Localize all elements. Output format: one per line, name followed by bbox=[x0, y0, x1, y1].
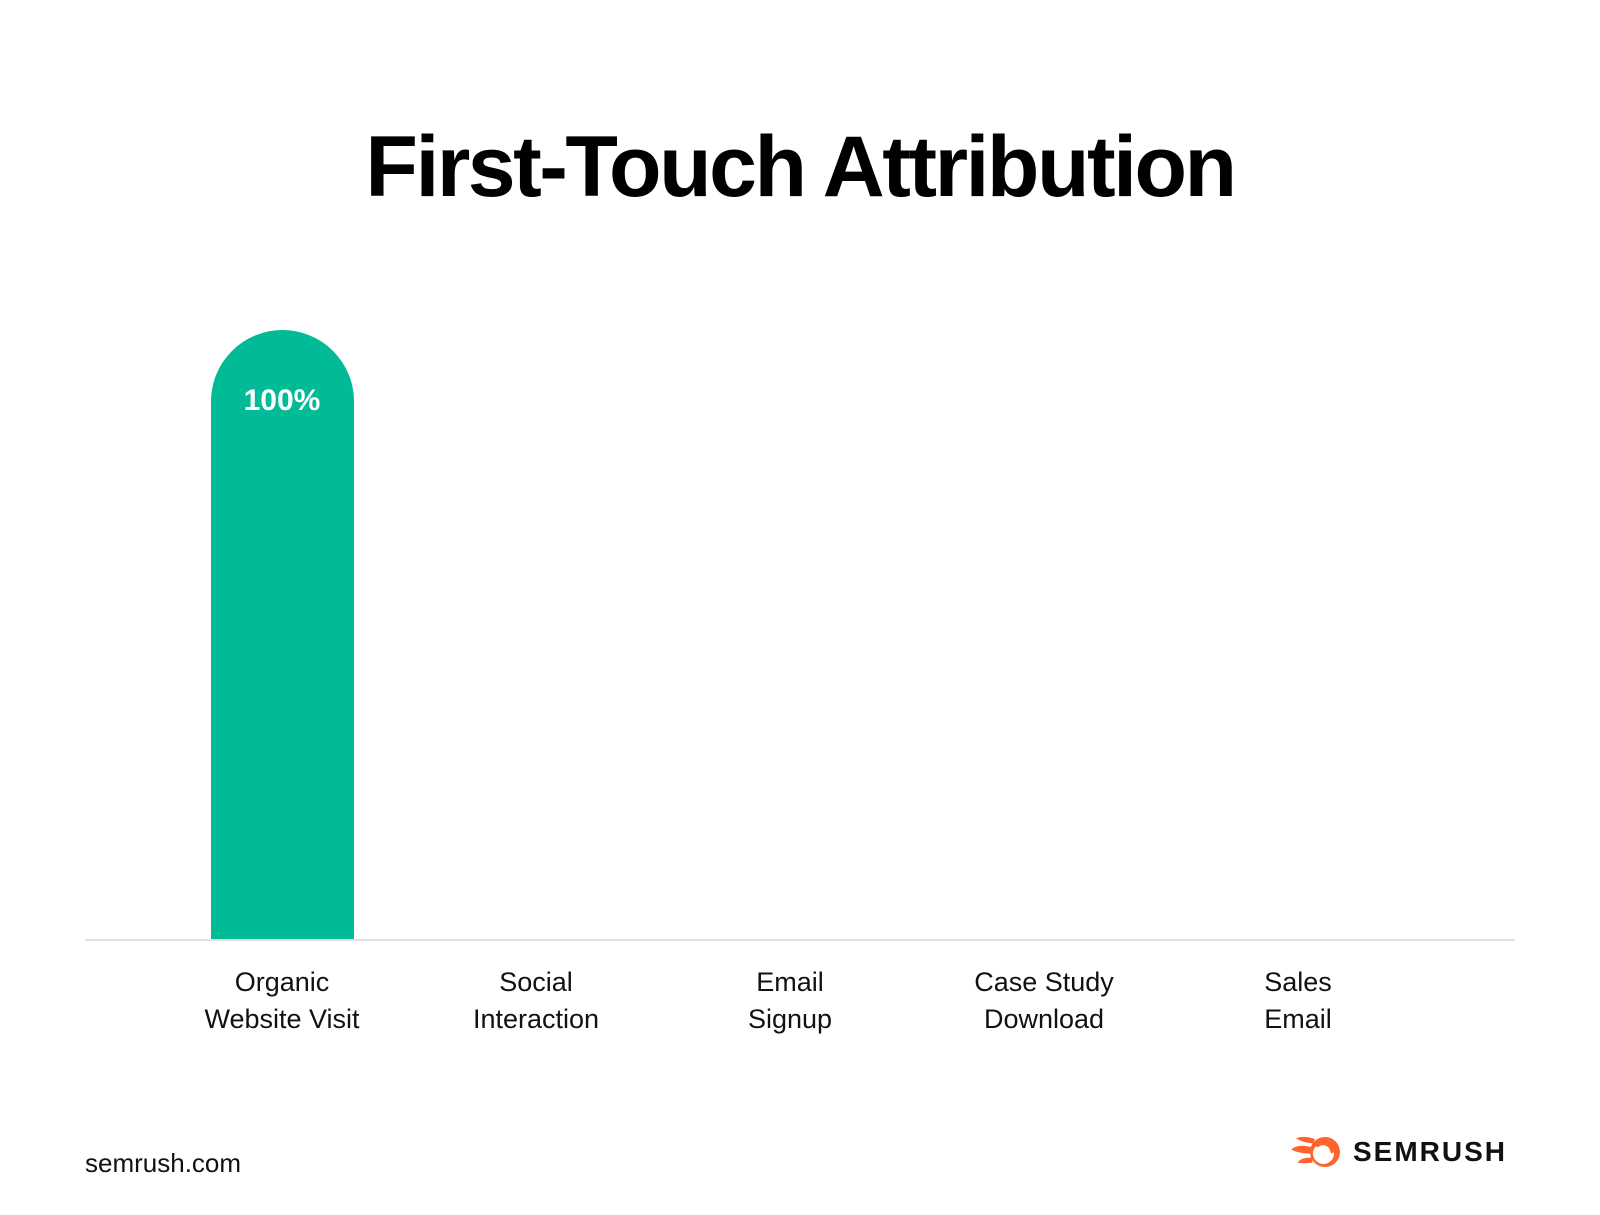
bar-organic-website-visit: 100% bbox=[210, 330, 354, 940]
category-label-line1: Email bbox=[756, 967, 824, 997]
category-label-line2: Interaction bbox=[472, 1004, 600, 1034]
x-axis-line bbox=[85, 939, 1515, 941]
semrush-wordmark: SEMRUSH bbox=[1352, 1136, 1507, 1167]
category-label-line1: Social bbox=[499, 967, 573, 997]
category-label-case-study-download: Case Study Download bbox=[974, 964, 1114, 1038]
bar-area bbox=[917, 330, 1171, 940]
category-label-line2: Website Visit bbox=[204, 1004, 360, 1034]
semrush-logo: SEMRUSH bbox=[1291, 1133, 1507, 1171]
chart-column-organic-website-visit: 100% Organic Website Visit bbox=[155, 330, 409, 1038]
category-label-line2: Download bbox=[983, 1004, 1105, 1034]
chart-column-email-signup: Email Signup bbox=[663, 330, 917, 1038]
category-label-email-signup: Email Signup bbox=[748, 964, 832, 1038]
category-label-line1: Sales bbox=[1264, 967, 1332, 997]
bar-value-label: 100% bbox=[243, 384, 321, 417]
bar-area: 100% bbox=[155, 330, 409, 940]
semrush-comet-icon bbox=[1291, 1133, 1343, 1171]
category-label-line2: Signup bbox=[747, 1004, 833, 1034]
category-label-social-interaction: Social Interaction bbox=[473, 964, 599, 1038]
category-label-line1: Organic bbox=[234, 967, 330, 997]
chart-column-social-interaction: Social Interaction bbox=[409, 330, 663, 1038]
category-label-line2: Email bbox=[1264, 1004, 1332, 1034]
chart-column-case-study-download: Case Study Download bbox=[917, 330, 1171, 1038]
bar-area bbox=[1171, 330, 1425, 940]
bar-area bbox=[409, 330, 663, 940]
footer-website-url: semrush.com bbox=[85, 1148, 242, 1178]
bar-chart: 100% Organic Website Visit Social Intera… bbox=[155, 330, 1425, 1038]
category-label-organic-website-visit: Organic Website Visit bbox=[204, 964, 359, 1038]
chart-title: First-Touch Attribution bbox=[365, 118, 1237, 215]
chart-column-sales-email: Sales Email bbox=[1171, 330, 1425, 1038]
bar-area bbox=[663, 330, 917, 940]
category-label-sales-email: Sales Email bbox=[1264, 964, 1332, 1038]
category-label-line1: Case Study bbox=[974, 967, 1114, 997]
